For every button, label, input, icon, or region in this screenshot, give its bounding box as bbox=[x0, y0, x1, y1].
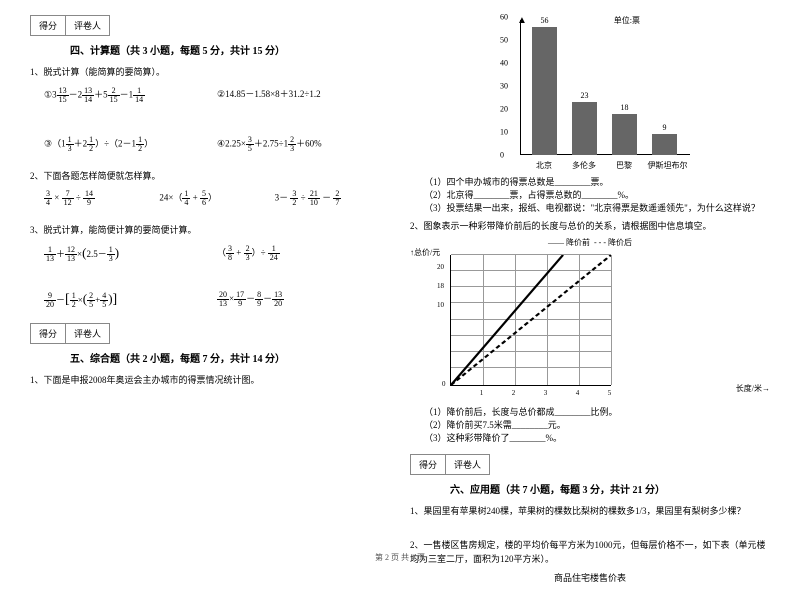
q1-row1: ①31315－21314＋5215－1114 ②14.85－1.58×8＋31.… bbox=[44, 87, 390, 104]
c1-sub3: （3）投票结果一出来，报纸、电视都说："北京得票是数遥遥领先"，为什么这样说？ bbox=[424, 201, 770, 214]
bar-3 bbox=[652, 134, 677, 155]
q3-row1: 113＋1213×(2.5－13) （38 + 23）÷ 124 bbox=[44, 245, 390, 263]
q3b: （38 + 23）÷ 124 bbox=[217, 245, 390, 263]
q3d: 2013×179－89－1320 bbox=[217, 291, 390, 309]
c1-sub1: （1）四个申办城市的得票总数是________票。 bbox=[424, 175, 770, 188]
q2c: 3－ 32 ÷ 2110 － 27 bbox=[275, 190, 390, 207]
ylabel: ↑总价/元 bbox=[410, 247, 440, 258]
score-grid-3: 得分 评卷人 bbox=[410, 454, 770, 475]
q3c: 920－[12×(25+45)] bbox=[44, 291, 217, 309]
q2-title: 2、下面各题怎样简便就怎样算。 bbox=[30, 170, 390, 184]
chart-unit: 单位:票 bbox=[614, 15, 640, 26]
c2-sub3: （3）这种彩带降价了________%。 bbox=[424, 431, 770, 444]
s6-q2-sub: 商品住宅楼售价表 bbox=[410, 572, 770, 586]
c2-sub1: （1）降价前后，长度与总价都成________比例。 bbox=[424, 405, 770, 418]
q2b: 24×（14 + 56） bbox=[159, 190, 274, 207]
q2a: 34 × 712 ÷ 149 bbox=[44, 190, 159, 207]
bar-1 bbox=[572, 102, 597, 155]
line-chart: 20 18 10 0 1 2 3 4 5 bbox=[450, 255, 611, 386]
score-grid-2: 得分 评卷人 bbox=[30, 323, 390, 344]
c2-sub2: （2）降价前买7.5米需________元。 bbox=[424, 418, 770, 431]
q2-row: 34 × 712 ÷ 149 24×（14 + 56） 3－ 32 ÷ 2110… bbox=[44, 190, 390, 207]
s6-q1: 1、果园里有苹果树240棵，苹果树的棵数比梨树的棵数多1/3，果园里有梨树多少棵… bbox=[410, 505, 770, 519]
q1a: ①31315－21314＋5215－1114 bbox=[44, 87, 217, 104]
bar-2 bbox=[612, 114, 637, 155]
q1-title: 1、脱式计算（能简算的要简算）。 bbox=[30, 66, 390, 80]
c1-sub2: （2）北京得________票，占得票总数的________%。 bbox=[424, 188, 770, 201]
q3a: 113＋1213×(2.5－13) bbox=[44, 245, 217, 263]
section6-title: 六、应用题（共 7 小题，每题 3 分，共计 21 分） bbox=[450, 481, 770, 496]
score-grid: 得分 评卷人 bbox=[30, 15, 390, 36]
legend: —— 降价前 - - - 降价后 bbox=[410, 237, 770, 248]
page-footer: 第 2 页 共 4 页 bbox=[0, 552, 800, 563]
q1d: ④2.25×35＋2.75÷123＋60% bbox=[217, 136, 390, 153]
q1-row2: ③（113＋212）÷（2－112） ④2.25×35＋2.75÷123＋60% bbox=[44, 136, 390, 153]
bar-0 bbox=[532, 27, 557, 155]
q1c: ③（113＋212）÷（2－112） bbox=[44, 136, 217, 153]
q1b: ②14.85－1.58×8＋31.2÷1.2 bbox=[217, 87, 390, 104]
q3-title: 3、脱式计算，能简便计算的要简便计算。 bbox=[30, 224, 390, 238]
xlabel: 长度/米→ bbox=[736, 383, 770, 394]
score-label: 得分 bbox=[30, 15, 66, 36]
c2-intro: 2、图象表示一种彩带降价前后的长度与总价的关系，请根据图中信息填空。 bbox=[410, 220, 770, 234]
y-axis: ▲ bbox=[520, 20, 521, 155]
reviewer-label: 评卷人 bbox=[65, 15, 110, 36]
section4-title: 四、计算题（共 3 小题，每题 5 分，共计 15 分） bbox=[70, 42, 390, 57]
s5-q1: 1、下面是申报2008年奥运会主办城市的得票情况统计图。 bbox=[30, 374, 390, 388]
section5-title: 五、综合题（共 2 小题，每题 7 分，共计 14 分） bbox=[70, 350, 390, 365]
q3-row2: 920－[12×(25+45)] 2013×179－89－1320 bbox=[44, 291, 390, 309]
bar-chart: 单位:票 ▲ 60 50 40 30 20 10 0 56 北京 23 多伦多 … bbox=[490, 15, 690, 175]
